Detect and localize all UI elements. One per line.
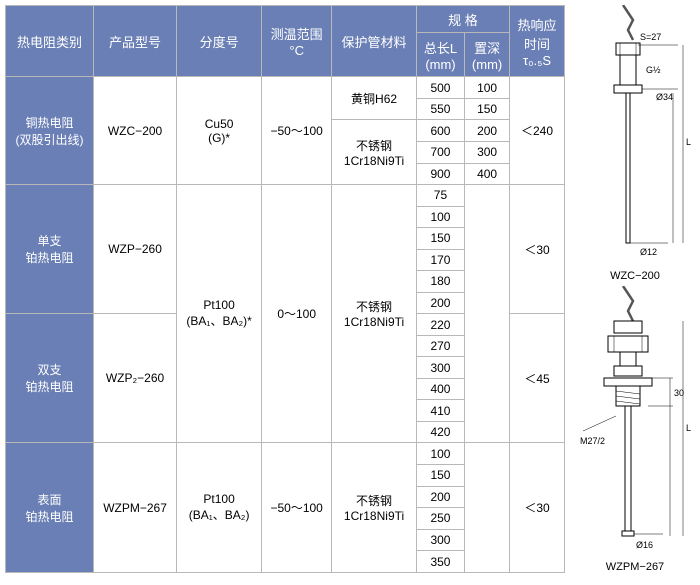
th-model: 产品型号 xyxy=(94,6,177,77)
dep-1-1: 150 xyxy=(465,98,510,120)
len-3-0: 220 xyxy=(416,314,464,336)
th-graduation: 分度号 xyxy=(177,6,262,77)
len-1-0: 500 xyxy=(416,77,464,99)
grad-1: Cu50(G)* xyxy=(177,77,262,185)
len-2-3: 170 xyxy=(416,249,464,271)
tube-23: 不锈钢1Cr18Ni9Ti xyxy=(332,185,417,443)
len-4-3: 250 xyxy=(416,508,464,530)
svg-text:L: L xyxy=(686,423,691,433)
th-temp: 测温范围°C xyxy=(262,6,332,77)
len-1-1: 550 xyxy=(416,98,464,120)
tube-1a: 黄铜H62 xyxy=(332,77,417,120)
cat-copper: 铜热电阻(双股引出线) xyxy=(6,77,94,185)
len-2-0: 75 xyxy=(416,185,464,207)
th-spec: 规 格 xyxy=(416,6,509,33)
resp-2: ＜30 xyxy=(510,185,565,314)
spec-table: 热电阻类别 产品型号 分度号 测温范围°C 保护管材料 规 格 热响应 时间 τ… xyxy=(5,5,565,573)
model-4: WZPM−267 xyxy=(94,443,177,573)
len-2-4: 180 xyxy=(416,271,464,293)
diagram-wzpm267: 30 M27/2 L Ø16 WZPM−267 xyxy=(578,286,693,573)
cat-surface: 表面铂热电阻 xyxy=(6,443,94,573)
len-3-2: 300 xyxy=(416,357,464,379)
model-1: WZC−200 xyxy=(94,77,177,185)
len-3-4: 410 xyxy=(416,400,464,422)
resp-3: ＜45 xyxy=(510,314,565,443)
dim-g12: G½ xyxy=(646,65,661,75)
len-2-2: 150 xyxy=(416,228,464,250)
diagram-label-1: WZC−200 xyxy=(578,270,693,282)
resp-1: ＜240 xyxy=(510,77,565,185)
grad-4: Pt100(BA₁、BA₂) xyxy=(177,443,262,573)
dim-s27: S=27 xyxy=(640,32,661,42)
len-1-2: 600 xyxy=(416,120,464,142)
len-3-5: 420 xyxy=(416,421,464,443)
len-4-2: 200 xyxy=(416,486,464,508)
th-category: 热电阻类别 xyxy=(6,6,94,77)
len-1-4: 900 xyxy=(416,163,464,185)
len-4-4: 300 xyxy=(416,529,464,551)
cat-pt-double: 双支铂热电阻 xyxy=(6,314,94,443)
th-resp: 热响应 时间 τ₀.₅S xyxy=(510,6,565,77)
model-2: WZP−260 xyxy=(94,185,177,314)
grad-23: Pt100(BA₁、BA₂)* xyxy=(177,185,262,443)
tube-4: 不锈钢1Cr18Ni9Ti xyxy=(332,443,417,573)
svg-text:L: L xyxy=(686,137,691,147)
dim-m27: M27/2 xyxy=(580,436,605,446)
dim-d34: Ø34 xyxy=(656,92,673,102)
len-2-5: 200 xyxy=(416,292,464,314)
temp-23: 0～100 xyxy=(262,185,332,443)
tube-1b: 不锈钢1Cr18Ni9Ti xyxy=(332,120,417,185)
len-4-1: 150 xyxy=(416,464,464,486)
resp-4: ＜30 xyxy=(510,443,565,573)
dep-1-3: 300 xyxy=(465,142,510,164)
th-tube: 保护管材料 xyxy=(332,6,417,77)
cat-pt-single: 单支铂热电阻 xyxy=(6,185,94,314)
temp-4: −50～100 xyxy=(262,443,332,573)
len-1-3: 700 xyxy=(416,142,464,164)
th-dep: 置深(mm) xyxy=(465,33,510,77)
len-3-1: 270 xyxy=(416,335,464,357)
dim-d16: Ø16 xyxy=(636,540,653,550)
len-2-1: 100 xyxy=(416,206,464,228)
len-4-5: 350 xyxy=(416,551,464,573)
len-4-0: 100 xyxy=(416,443,464,465)
diagram-wzc200: S=27 G½ Ø34 L Ø12 WZC−200 xyxy=(578,5,693,282)
diagram-label-2: WZPM−267 xyxy=(578,561,693,573)
dep-4 xyxy=(465,443,510,573)
dep-23 xyxy=(465,185,510,443)
dim-d12: Ø12 xyxy=(640,247,657,257)
len-3-3: 400 xyxy=(416,378,464,400)
dep-1-4: 400 xyxy=(465,163,510,185)
model-3: WZP₂−260 xyxy=(94,314,177,443)
dep-1-2: 200 xyxy=(465,120,510,142)
dim-30: 30 xyxy=(674,388,684,398)
th-len: 总长L(mm) xyxy=(416,33,464,77)
diagrams-panel: S=27 G½ Ø34 L Ø12 WZC−200 xyxy=(575,5,695,573)
temp-1: −50～100 xyxy=(262,77,332,185)
dep-1-0: 100 xyxy=(465,77,510,99)
